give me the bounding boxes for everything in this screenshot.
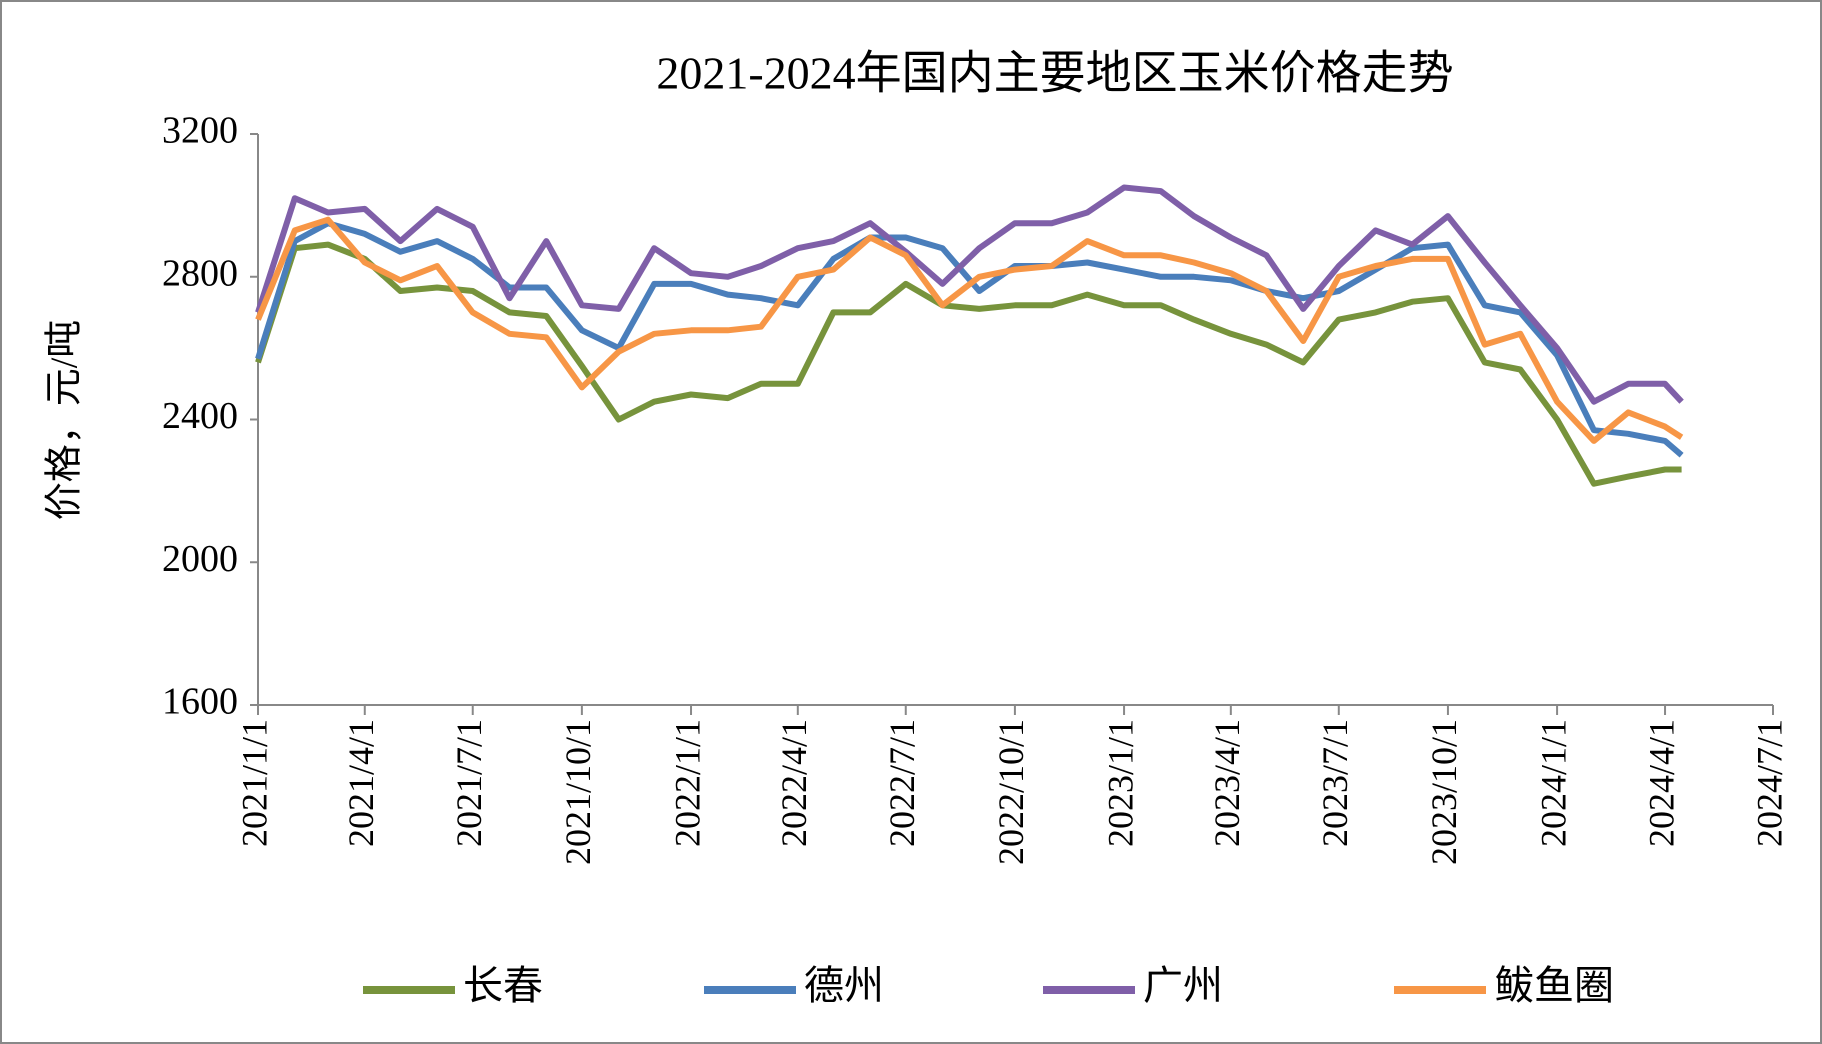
x-tick-label: 2023/4/1 bbox=[1207, 719, 1247, 847]
x-tick-label: 2021/10/1 bbox=[558, 719, 598, 865]
series-line bbox=[255, 184, 1684, 405]
x-tick-label: 2023/1/1 bbox=[1100, 719, 1140, 847]
y-tick-label: 3200 bbox=[162, 110, 238, 152]
x-tick-label: 2023/10/1 bbox=[1424, 719, 1464, 865]
x-tick-label: 2023/7/1 bbox=[1315, 719, 1355, 847]
x-tick-label: 2022/1/1 bbox=[667, 719, 707, 847]
x-tick-label: 2021/1/1 bbox=[234, 719, 274, 847]
legend-label: 鲅鱼圈 bbox=[1494, 963, 1614, 1008]
x-tick-label: 2021/4/1 bbox=[341, 719, 381, 847]
legend-label: 长春 bbox=[463, 963, 543, 1008]
x-tick-label: 2022/4/1 bbox=[774, 719, 814, 847]
y-tick-label: 2400 bbox=[162, 395, 238, 437]
x-tick-label: 2024/1/1 bbox=[1533, 719, 1573, 847]
chart-title: 2021-2024年国内主要地区玉米价格走势 bbox=[656, 48, 1453, 99]
y-tick-label: 2000 bbox=[162, 538, 238, 580]
x-tick-label: 2022/10/1 bbox=[991, 719, 1031, 865]
x-tick-label: 2024/4/1 bbox=[1641, 719, 1681, 847]
x-tick-label: 2021/7/1 bbox=[449, 719, 489, 847]
series-line bbox=[255, 216, 1684, 444]
legend-label: 德州 bbox=[804, 963, 884, 1008]
y-tick-label: 1600 bbox=[162, 681, 238, 723]
legend-label: 广州 bbox=[1143, 963, 1223, 1008]
x-tick-label: 2024/7/1 bbox=[1749, 719, 1789, 847]
series-line bbox=[255, 241, 1682, 487]
y-tick-label: 2800 bbox=[162, 252, 238, 294]
y-axis-label: 价格，元/吨 bbox=[44, 320, 86, 521]
x-tick-label: 2022/7/1 bbox=[882, 719, 922, 847]
